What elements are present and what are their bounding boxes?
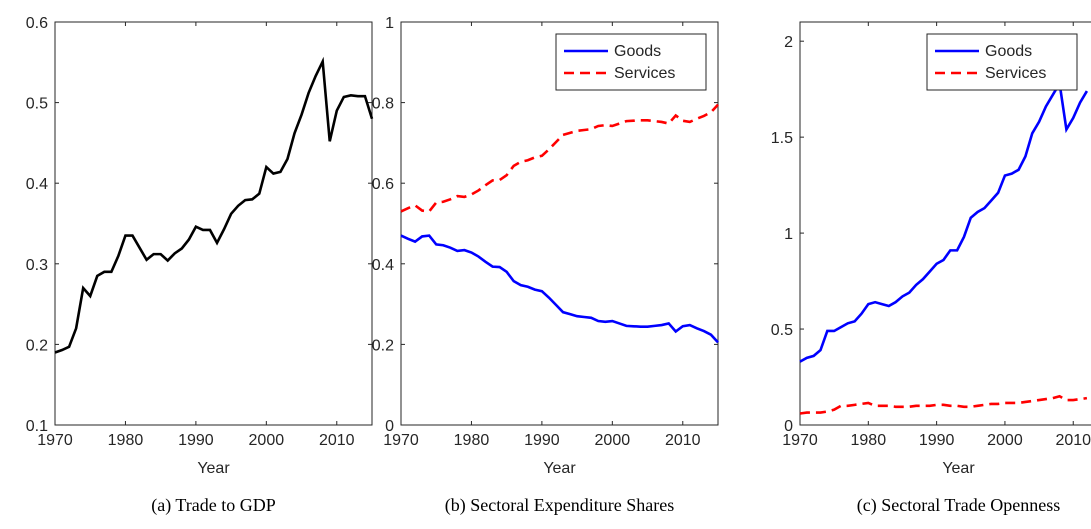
caption: (b) Sectoral Expenditure Shares bbox=[445, 495, 674, 516]
x-tick-label: 2010 bbox=[665, 432, 701, 449]
x-tick-label: 2000 bbox=[987, 432, 1023, 449]
x-tick-label: 2000 bbox=[249, 432, 285, 449]
y-tick-label: 0.2 bbox=[372, 337, 394, 354]
y-tick-label: 0.5 bbox=[26, 96, 48, 113]
x-axis-label: Year bbox=[197, 460, 230, 477]
x-tick-label: 2010 bbox=[1055, 432, 1091, 449]
y-tick-label: 0.5 bbox=[771, 322, 793, 339]
data-line bbox=[799, 394, 1088, 415]
legend-label: Goods bbox=[614, 43, 661, 60]
data-line bbox=[400, 103, 719, 213]
data-line bbox=[799, 79, 1089, 363]
x-tick-label: 1990 bbox=[524, 432, 560, 449]
x-tick-label: 1970 bbox=[37, 432, 73, 449]
x-tick-label: 1980 bbox=[108, 432, 144, 449]
x-tick-label: 1990 bbox=[919, 432, 955, 449]
legend-box bbox=[555, 33, 707, 91]
x-tick-label: 1990 bbox=[178, 432, 214, 449]
legend-box bbox=[926, 33, 1078, 91]
x-axis-label: Year bbox=[942, 460, 975, 477]
x-tick-label: 1970 bbox=[782, 432, 818, 449]
caption: (a) Trade to GDP bbox=[151, 495, 276, 516]
y-tick-label: 0 bbox=[784, 418, 793, 435]
legend-label: Services bbox=[985, 65, 1046, 82]
y-tick-label: 1 bbox=[385, 15, 394, 32]
y-tick-label: 1.5 bbox=[771, 130, 793, 147]
axes-frame bbox=[799, 21, 1091, 426]
y-tick-label: 2 bbox=[784, 34, 793, 51]
y-tick-label: 0.3 bbox=[26, 257, 48, 274]
y-tick-label: 0.6 bbox=[26, 15, 48, 32]
y-tick-label: 0.2 bbox=[26, 337, 48, 354]
data-line bbox=[54, 56, 374, 354]
x-tick-label: 1980 bbox=[851, 432, 887, 449]
y-tick-label: 0.8 bbox=[372, 96, 394, 113]
x-axis-label: Year bbox=[543, 460, 576, 477]
y-tick-label: 1 bbox=[784, 226, 793, 243]
y-tick-label: 0.4 bbox=[26, 176, 48, 193]
legend-label: Services bbox=[614, 65, 675, 82]
y-tick-label: 0.6 bbox=[372, 176, 394, 193]
y-tick-label: 0 bbox=[385, 418, 394, 435]
x-tick-label: 1980 bbox=[454, 432, 490, 449]
x-tick-label: 2000 bbox=[595, 432, 631, 449]
x-tick-label: 1970 bbox=[383, 432, 419, 449]
y-tick-label: 0.1 bbox=[26, 418, 48, 435]
y-tick-label: 0.4 bbox=[372, 257, 394, 274]
x-tick-label: 2010 bbox=[319, 432, 355, 449]
data-line bbox=[400, 234, 719, 344]
legend-label: Goods bbox=[985, 43, 1032, 60]
caption: (c) Sectoral Trade Openness bbox=[857, 495, 1060, 516]
